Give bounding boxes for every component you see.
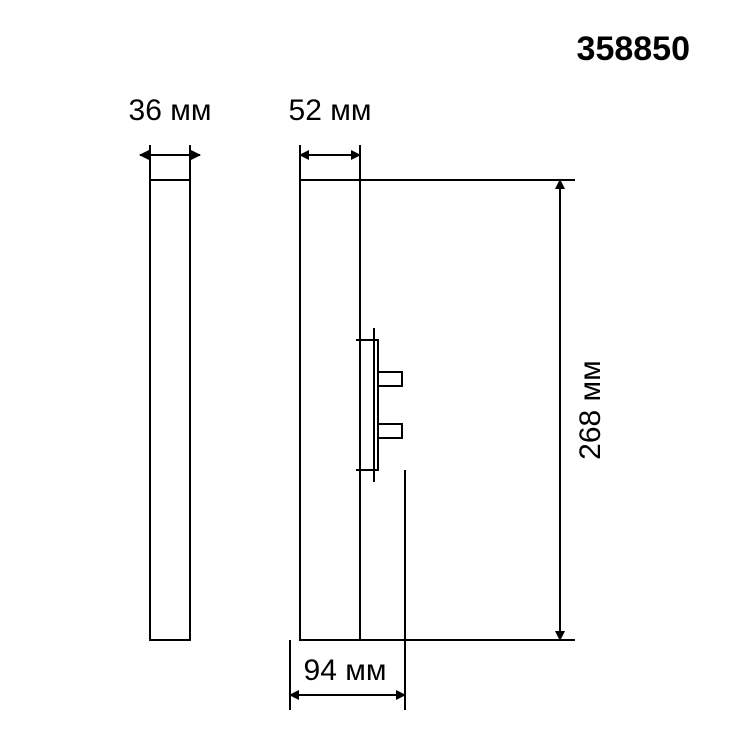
dim-label-94mm: 94 мм [304,654,387,687]
mount-pin-0 [378,372,402,386]
front-view-rect [150,180,190,640]
dim-label-36mm: 36 мм [129,94,212,127]
product-code: 358850 [577,30,690,68]
dim-label-52mm: 52 мм [289,94,372,127]
mount-plate-outer [374,340,378,470]
dim-label-268mm: 268 мм [574,360,607,460]
technical-drawing: 358850 36 мм 52 мм 94 мм 268 мм [0,0,750,750]
side-view-body [300,180,360,640]
mount-plate [360,340,374,470]
mount-pin-1 [378,424,402,438]
